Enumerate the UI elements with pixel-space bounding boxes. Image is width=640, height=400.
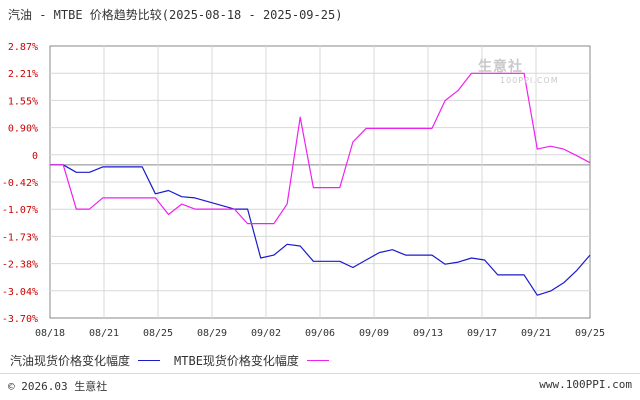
legend-item-mtbe: MTBE现货价格变化幅度: [174, 352, 329, 369]
footer-divider: [0, 373, 640, 374]
footer-copyright: © 2026.03 生意社: [8, 380, 108, 393]
chart-legend: 汽油现货价格变化幅度 MTBE现货价格变化幅度: [10, 352, 343, 369]
chart-title: 汽油 - MTBE 价格趋势比较(2025-08-18 - 2025-09-25…: [8, 6, 342, 23]
y-tick-label: -3.70%: [2, 314, 38, 325]
x-tick-label: 09/25: [575, 328, 605, 339]
x-tick-label: 09/21: [521, 328, 551, 339]
x-tick-label: 09/02: [251, 328, 281, 339]
legend-label-mtbe: MTBE现货价格变化幅度: [174, 354, 299, 368]
x-tick-label: 09/09: [359, 328, 389, 339]
watermark-name: 生意社: [478, 59, 523, 75]
x-tick-label: 08/25: [143, 328, 173, 339]
y-tick-label: -1.73%: [2, 232, 38, 243]
footer-site-link[interactable]: www.100PPI.com: [539, 378, 632, 391]
y-tick-label: -3.04%: [2, 287, 38, 298]
y-tick-label: -2.38%: [2, 260, 38, 271]
y-tick-label: 0.90%: [8, 124, 38, 135]
series-line-gasoline: [50, 164, 591, 296]
x-tick-label: 08/21: [89, 328, 119, 339]
y-tick-label: 1.55%: [8, 96, 38, 107]
x-tick-label: 09/17: [467, 328, 497, 339]
x-tick-label: 09/13: [413, 328, 443, 339]
legend-line-gasoline: [138, 360, 161, 361]
x-tick-label: 08/18: [35, 328, 65, 339]
watermark-logo: 生意社 100PPI.COM: [478, 56, 559, 85]
y-tick-label: 2.87%: [8, 42, 38, 53]
x-tick-label: 09/06: [305, 328, 335, 339]
y-tick-label: 0: [32, 151, 38, 162]
y-tick-label: -0.42%: [2, 178, 38, 189]
chart-title-text: 汽油 - MTBE 价格趋势比较(2025-08-18 - 2025-09-25…: [8, 8, 343, 22]
legend-line-mtbe: [306, 360, 329, 361]
x-tick-label: 08/29: [197, 328, 227, 339]
legend-item-gasoline: 汽油现货价格变化幅度: [10, 352, 161, 369]
legend-label-gasoline: 汽油现货价格变化幅度: [10, 354, 131, 368]
series-line-mtbe: [50, 72, 591, 225]
y-tick-label: -1.07%: [2, 205, 38, 216]
watermark-url: 100PPI.COM: [500, 76, 559, 85]
y-tick-label: 2.21%: [8, 69, 38, 80]
